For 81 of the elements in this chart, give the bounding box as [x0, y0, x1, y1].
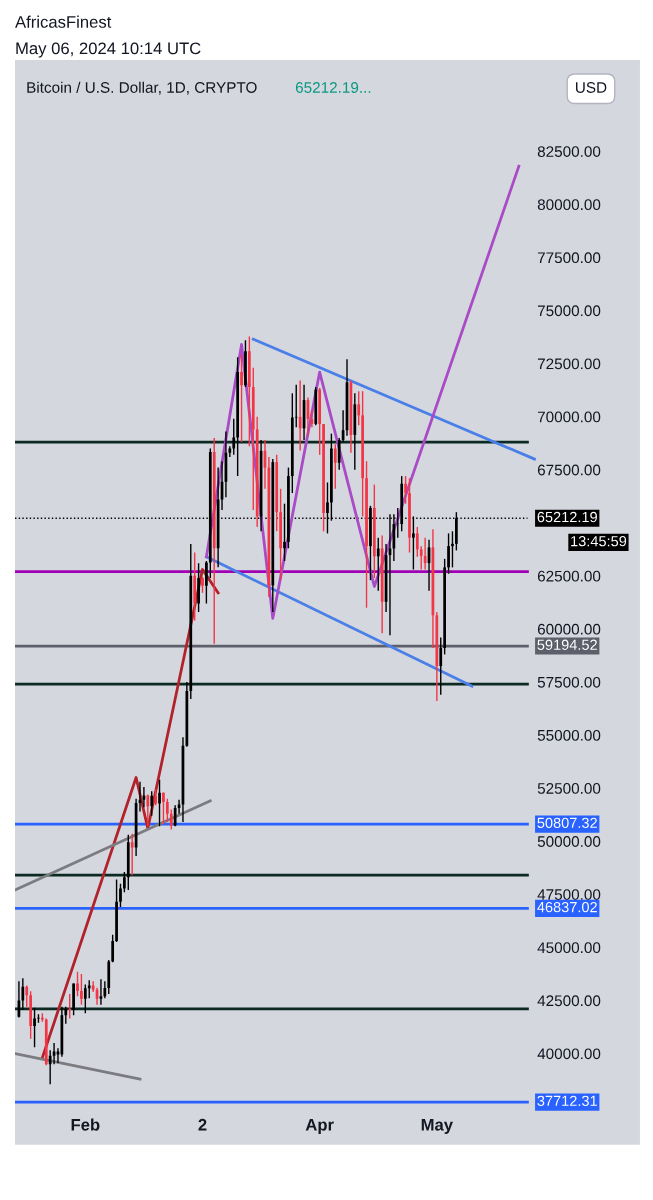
- candlestick: [21, 977, 25, 1011]
- candlestick: [236, 356, 240, 477]
- y-tick-label: 50000.00: [537, 836, 601, 847]
- y-tick-label: 77500.00: [537, 252, 601, 264]
- annotation: 13:45:59: [571, 535, 627, 547]
- candlestick: [372, 483, 376, 579]
- y-tick-label: 72500.00: [537, 358, 601, 370]
- candlestick: [130, 833, 134, 876]
- candlestick: [283, 502, 286, 562]
- candlestick: [361, 390, 364, 518]
- candlestick: [72, 982, 75, 1016]
- x-tick-label: Apr: [305, 1119, 334, 1134]
- x-tick-label: 2: [198, 1118, 207, 1131]
- candlestick: [25, 984, 29, 1008]
- candlestick: [205, 560, 208, 605]
- candlestick: [439, 636, 443, 696]
- candlestick: [248, 335, 251, 448]
- candlestick: [80, 973, 83, 1006]
- annotation: Bitcoin / U.S. Dollar, 1D, CRYPTO: [27, 81, 257, 95]
- candlestick: [146, 793, 150, 828]
- candlestick: [162, 791, 165, 825]
- candlestick: [123, 871, 126, 893]
- candlestick: [415, 526, 419, 558]
- candlestick: [76, 971, 79, 997]
- candlestick: [169, 808, 173, 831]
- candlestick: [33, 1007, 36, 1048]
- candlestick: [298, 379, 302, 452]
- ref-line-label: 65212.19: [537, 511, 597, 523]
- candlestick: [451, 530, 454, 569]
- y-tick-label: 80000.00: [537, 199, 601, 211]
- ref-line-label: 50807.32: [537, 817, 597, 828]
- y-tick-label: 45000.00: [537, 942, 601, 954]
- y-tick-label: 57500.00: [537, 676, 601, 688]
- y-tick-label: 62500.00: [537, 570, 601, 582]
- candlestick: [365, 460, 368, 609]
- candlestick: [357, 390, 361, 426]
- candlestick: [376, 536, 380, 592]
- candlestick: [83, 983, 87, 1014]
- candlestick: [232, 418, 236, 456]
- candlestick: [197, 562, 200, 613]
- candlestick: [68, 993, 72, 1020]
- candlestick: [404, 475, 407, 505]
- ref-line-label: 59194.52: [537, 639, 597, 650]
- candlestick: [408, 477, 411, 554]
- y-tick-label: 52500.00: [537, 783, 601, 794]
- candlestick: [322, 423, 325, 532]
- y-tick-label: 70000.00: [537, 411, 601, 423]
- y-tick-label: 47500.00: [537, 889, 601, 900]
- candlestick: [158, 778, 161, 828]
- candlestick: [111, 933, 115, 963]
- candlestick: [412, 515, 415, 571]
- candlestick: [119, 882, 122, 908]
- y-tick-label: 82500.00: [537, 146, 601, 157]
- y-tick-label: 67500.00: [537, 464, 601, 476]
- candlestick: [447, 532, 450, 575]
- annotation: USD: [576, 82, 607, 93]
- annotation: 65212.19...: [295, 82, 371, 93]
- y-tick-label: 55000.00: [537, 729, 601, 741]
- candlestick: [165, 798, 169, 823]
- candlestick: [40, 1012, 44, 1023]
- chart-subtitle: May 06, 2024 10:14 UTC: [16, 42, 201, 58]
- ref-line-label: 37712.31: [537, 1095, 597, 1106]
- y-tick-label: 40000.00: [537, 1048, 601, 1060]
- y-tick-label: 42500.00: [537, 995, 601, 1007]
- x-tick-label: May: [421, 1119, 453, 1134]
- candlestick: [201, 576, 204, 594]
- candlestick: [150, 790, 154, 817]
- candlestick: [29, 990, 33, 1040]
- x-tick-label: Feb: [71, 1118, 100, 1131]
- candlestick: [287, 466, 290, 549]
- candlestick: [154, 788, 157, 806]
- candlestick: [443, 558, 447, 656]
- candlestick: [279, 488, 282, 581]
- y-tick-label: 75000.00: [537, 305, 601, 317]
- candlestick: [244, 339, 247, 388]
- chart-title: AfricasFinest: [15, 15, 112, 28]
- candlestick: [333, 443, 337, 490]
- candlestick: [240, 354, 243, 443]
- y-tick-label: 60000.00: [537, 623, 601, 635]
- ref-line-label: 46837.02: [537, 901, 597, 913]
- candlestick: [115, 878, 118, 943]
